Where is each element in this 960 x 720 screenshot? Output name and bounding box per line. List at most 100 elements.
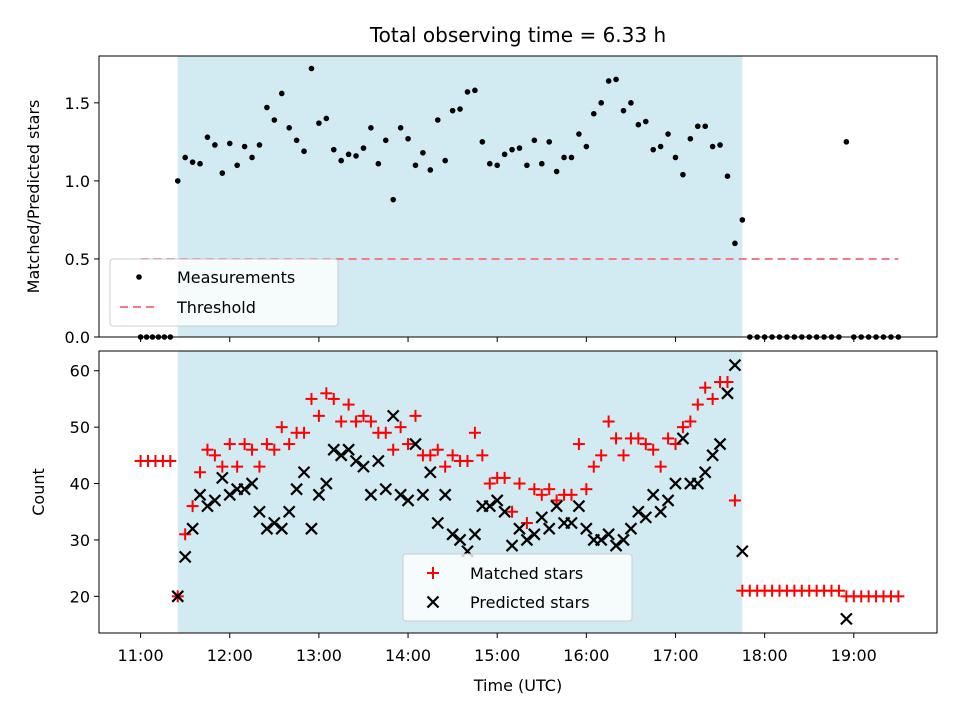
predicted-star-point [334,449,348,462]
predicted-star-point [535,511,549,524]
measurement-point [680,171,686,178]
bottom-x-ticks: 11:00 12:00 13:00 14:00 15:00 16:00 17:00 18:00… [118,633,877,665]
predicted-star-point [594,533,608,547]
matched-stars-series [134,376,905,603]
matched-star-point [654,460,667,473]
measurement-point [375,160,382,167]
matched-star-point [402,438,415,451]
matched-star-point [684,415,697,428]
predicted-star-point [320,477,333,490]
measurement-point [427,167,434,173]
matched-star-point [246,443,259,456]
predicted-star-point [498,505,511,519]
matched-star-point [580,483,593,496]
matched-star-point [238,438,251,451]
predicted-star-point [669,477,682,490]
y-tick-label: 20 [70,587,90,606]
measurement-point [338,157,344,164]
legend-plus-glyph [427,567,439,579]
y-tick-label: 0.5 [65,250,90,269]
measurement-point [442,157,448,164]
matched-star-point [565,488,578,501]
x-tick-label: 14:00 [385,646,431,665]
predicted-star-point [520,533,534,547]
predicted-star-point [706,449,719,462]
matched-star-point [283,438,296,451]
matched-star-point [164,454,177,467]
measurement-point [486,160,493,167]
matched-star-point [476,449,489,462]
measurement-point [241,143,248,150]
measurement-point [301,148,307,155]
matched-star-point [350,415,363,428]
x-tick-label: 16:00 [563,646,609,665]
predicted-star-point [483,499,497,513]
matched-star-point [179,528,192,541]
y-tick-label: 40 [70,475,90,494]
matched-star-point [387,443,400,456]
measurement-point [464,89,471,95]
predicted-star-point [223,488,237,502]
matched-star-point [706,392,719,405]
measurement-point [434,117,441,123]
top-legend-box [109,258,339,327]
predicted-star-point [342,443,355,456]
x-tick-label: 15:00 [474,646,520,665]
predicted-star-point [572,499,586,513]
predicted-stars-series [171,358,853,626]
measurement-point [553,168,560,175]
y-tick-label: 1.0 [65,172,90,191]
measurement-point [308,65,315,72]
measurement-point [382,137,389,144]
measurement-point [509,146,515,153]
measurement-point [271,117,278,123]
measurement-point [234,162,240,169]
predicted-star-point [386,409,400,423]
matched-star-point [535,488,548,501]
predicted-star-point [602,528,615,541]
top-x-ticks [140,337,855,342]
measurement-point [390,196,396,203]
legend-predicted-marker [426,595,440,609]
measurement-point [598,100,605,106]
predicted-star-point [282,505,296,519]
matched-star-point [201,443,214,456]
matched-star-point [662,432,675,445]
matched-star-point [632,432,645,445]
measurement-point [687,135,694,142]
matched-star-point [595,449,608,462]
matched-star-point [468,426,481,439]
matched-star-point [699,381,712,394]
predicted-star-point [728,358,742,372]
measurement-point [635,121,642,128]
measurements-series [137,65,902,340]
predicted-star-point [505,539,519,552]
predicted-star-point [698,465,712,479]
predicted-star-point [438,488,452,502]
predicted-star-point [275,522,289,535]
y-tick-label: 0.0 [65,328,90,347]
predicted-star-point [550,499,563,513]
bottom-panel: 20 30 40 50 60 11:00 12:00 13:00 14:00 15:00 16:0… [29,350,938,695]
matched-star-point [194,466,207,479]
measurement-point [657,143,664,150]
predicted-star-point [208,494,222,507]
predicted-star-point [201,499,214,513]
predicted-star-point [178,550,192,564]
matched-star-point [483,477,496,490]
measurement-point [531,137,538,144]
predicted-star-point [357,460,370,473]
measurement-point [204,134,211,140]
predicted-star-point [268,516,281,530]
measurement-point [360,145,367,151]
matched-star-point [223,438,236,451]
measurement-point [249,154,255,161]
predicted-star-point [260,522,274,535]
top-y-ticks: 0.0 0.5 1.0 1.5 [65,94,99,347]
matched-star-point [550,494,563,507]
measurement-point [650,146,657,153]
predicted-star-point [542,522,556,535]
predicted-star-point [312,488,326,502]
measurement-point [219,170,226,176]
x-tick-label: 11:00 [118,646,164,665]
